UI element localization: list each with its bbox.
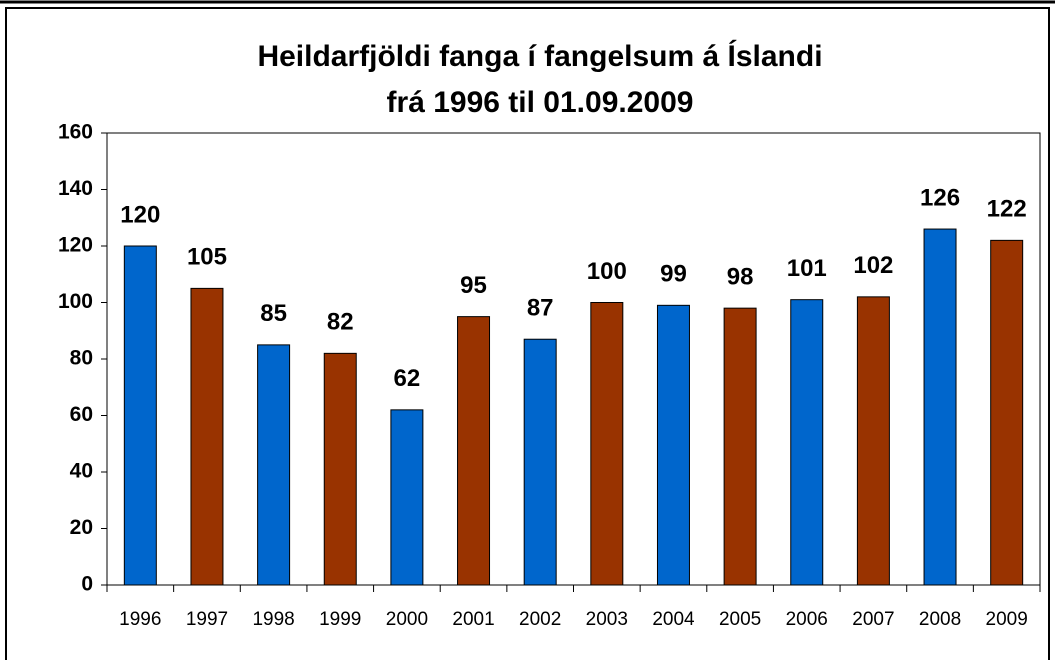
- value-label: 101: [787, 255, 827, 282]
- chart-title: frá 1996 til 01.09.2009: [387, 86, 694, 119]
- y-tick-label: 100: [58, 290, 93, 313]
- y-tick-label: 140: [58, 177, 93, 200]
- y-tick-label: 160: [58, 121, 93, 144]
- bar: [390, 409, 424, 586]
- value-label: 102: [853, 252, 893, 279]
- value-label: 100: [587, 258, 627, 285]
- y-tick-label: 120: [58, 234, 93, 257]
- value-label: 99: [660, 261, 687, 288]
- x-tick-label: 2007: [852, 609, 894, 630]
- value-label: 95: [460, 272, 487, 299]
- x-tick-label: 2000: [386, 609, 428, 630]
- bar: [457, 316, 491, 586]
- chart-title: Heildarfjöldi fanga í fangelsum á Ísland…: [257, 39, 822, 73]
- bar: [123, 245, 157, 586]
- value-label: 126: [920, 184, 960, 211]
- plot-area: [106, 132, 1041, 586]
- bar: [523, 338, 557, 586]
- bar: [856, 296, 890, 586]
- y-tick-label: 80: [70, 347, 93, 370]
- y-tick-label: 60: [70, 403, 93, 426]
- x-tick-label: 1996: [119, 609, 161, 630]
- bar: [190, 287, 224, 586]
- value-label: 105: [187, 244, 227, 271]
- x-tick-label: 2003: [586, 609, 628, 630]
- x-tick-label: 1997: [186, 609, 228, 630]
- x-tick-label: 2005: [719, 609, 761, 630]
- x-tick-label: 2009: [986, 609, 1028, 630]
- frame: [5, 7, 1050, 660]
- value-label: 120: [120, 201, 160, 228]
- value-label: 122: [987, 196, 1027, 223]
- y-tick-label: 40: [70, 460, 93, 483]
- bar: [723, 307, 757, 586]
- bar: [923, 228, 957, 586]
- value-label: 98: [727, 263, 754, 290]
- bar: [323, 352, 357, 586]
- x-tick-label: 1998: [252, 609, 294, 630]
- y-tick-label: 20: [70, 516, 93, 539]
- value-label: 82: [327, 309, 354, 336]
- x-tick-label: 2002: [519, 609, 561, 630]
- bar: [990, 239, 1024, 586]
- y-tick-label: 0: [81, 573, 93, 596]
- x-tick-label: 1999: [319, 609, 361, 630]
- value-label: 87: [527, 295, 554, 322]
- x-tick-label: 2004: [652, 609, 695, 630]
- bar: [590, 302, 624, 586]
- bar: [257, 344, 291, 586]
- value-label: 62: [394, 365, 421, 392]
- x-tick-label: 2001: [452, 609, 494, 630]
- x-tick-label: 2006: [786, 609, 828, 630]
- value-label: 85: [260, 300, 287, 327]
- bar: [656, 304, 690, 586]
- x-tick-label: 2008: [919, 609, 961, 630]
- bar: [790, 299, 824, 586]
